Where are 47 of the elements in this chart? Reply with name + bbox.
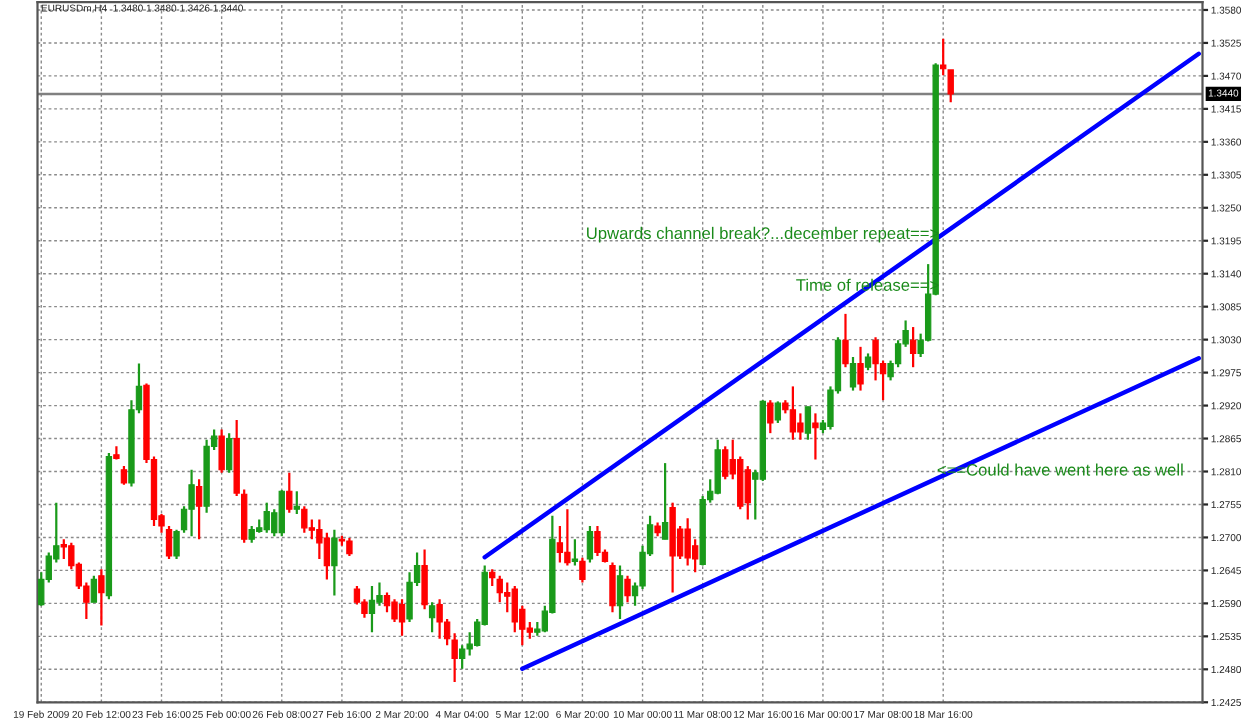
candlestick xyxy=(767,399,774,435)
candlestick xyxy=(323,531,331,581)
candlestick xyxy=(60,538,67,561)
candlestick xyxy=(594,524,601,558)
candlestick xyxy=(458,644,466,670)
candlestick xyxy=(120,465,128,486)
candlestick xyxy=(661,462,669,541)
candlestick xyxy=(383,591,391,614)
candlestick xyxy=(616,564,624,621)
candlestick xyxy=(293,490,300,516)
candlestick xyxy=(496,574,503,604)
candlestick xyxy=(195,478,203,541)
candlestick xyxy=(774,400,782,425)
candlestick xyxy=(789,385,797,441)
candlestick xyxy=(684,517,691,567)
candlestick xyxy=(624,574,631,604)
candlestick xyxy=(722,445,729,481)
candlestick xyxy=(564,508,571,567)
candlestick xyxy=(286,471,293,514)
candlestick xyxy=(331,528,338,597)
candlestick xyxy=(188,468,195,538)
candlestick xyxy=(797,412,804,441)
candlestick xyxy=(857,345,864,392)
candlestick xyxy=(368,584,376,634)
candlestick xyxy=(842,312,849,369)
candlestick xyxy=(90,574,98,604)
candlestick xyxy=(744,465,751,521)
candlestick xyxy=(113,445,120,461)
candlestick xyxy=(421,548,428,611)
candlestick xyxy=(609,561,616,614)
candlestick xyxy=(428,601,436,634)
candlestick xyxy=(436,598,443,640)
candlestick xyxy=(714,438,721,496)
candlestick xyxy=(278,488,285,538)
candlestick xyxy=(225,432,233,474)
candlestick xyxy=(571,538,579,567)
candlestick xyxy=(812,412,819,461)
candlestick xyxy=(849,355,857,392)
candlestick xyxy=(301,505,308,534)
candlestick xyxy=(398,598,406,637)
candlestick xyxy=(804,405,812,441)
candlestick xyxy=(909,325,917,369)
candlestick xyxy=(98,568,105,627)
candlestick xyxy=(218,428,225,474)
candlestick xyxy=(579,556,586,584)
candlestick xyxy=(586,524,594,564)
candlestick xyxy=(263,501,270,534)
